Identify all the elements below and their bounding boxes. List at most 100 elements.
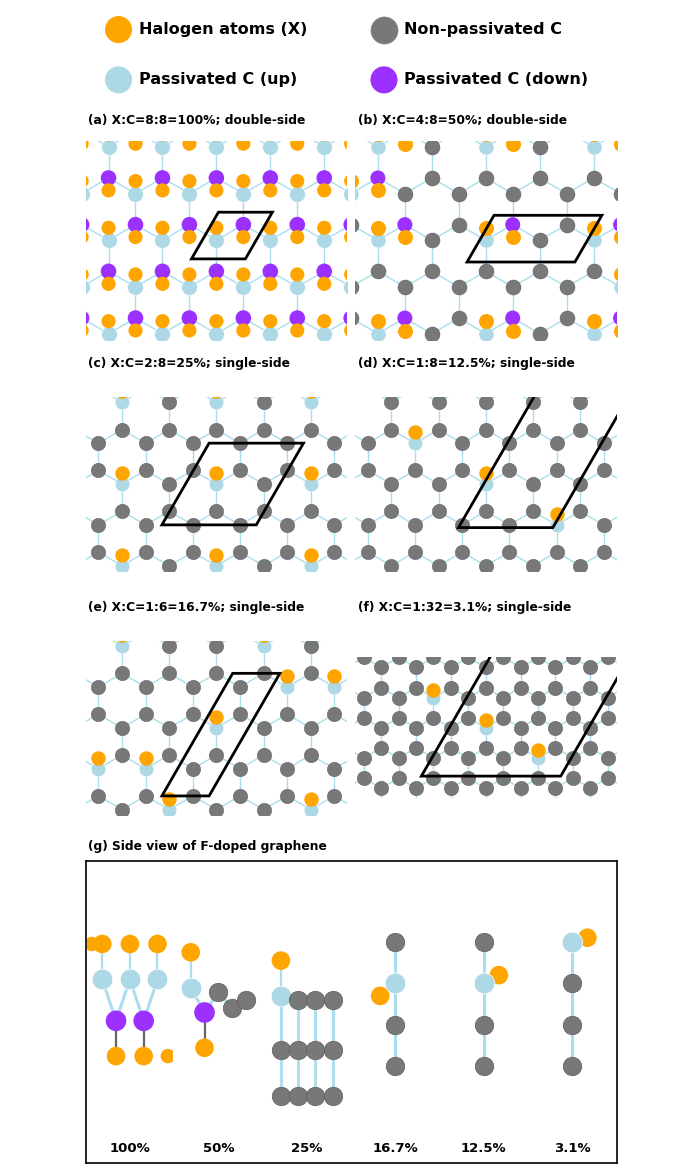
Point — [376, 779, 387, 797]
Point — [319, 219, 329, 237]
Point — [319, 125, 329, 144]
Point — [187, 623, 198, 642]
Point — [463, 689, 474, 707]
Point — [157, 324, 168, 343]
Point — [187, 596, 198, 615]
Point — [157, 355, 168, 374]
Point — [410, 379, 421, 397]
Point — [551, 505, 562, 524]
Point — [507, 185, 518, 203]
Point — [306, 382, 316, 401]
Point — [157, 125, 168, 144]
Point — [410, 678, 421, 697]
Point — [184, 277, 195, 296]
Point — [373, 368, 384, 387]
Point — [113, 20, 124, 39]
Point — [551, 516, 562, 534]
Point — [187, 352, 198, 371]
Point — [341, 658, 352, 677]
Point — [338, 502, 349, 520]
Point — [315, 352, 326, 371]
Point — [353, 746, 364, 765]
Point — [238, 215, 249, 234]
Point — [345, 172, 356, 191]
Point — [69, 583, 80, 602]
Point — [426, 168, 437, 187]
Point — [376, 542, 387, 561]
Point — [315, 597, 326, 616]
Point — [445, 678, 456, 697]
Point — [103, 125, 114, 144]
Point — [323, 708, 334, 727]
Point — [338, 475, 349, 493]
Point — [164, 789, 175, 808]
Point — [362, 461, 373, 479]
Point — [386, 393, 397, 411]
Point — [567, 769, 578, 788]
Point — [410, 779, 421, 797]
Point — [353, 801, 364, 819]
Point — [480, 739, 491, 758]
Point — [588, 324, 599, 343]
Point — [315, 379, 326, 397]
Point — [69, 746, 80, 765]
Point — [428, 680, 439, 699]
Point — [93, 516, 104, 534]
Point — [507, 309, 518, 327]
Point — [319, 181, 329, 200]
Point — [140, 787, 151, 805]
Point — [323, 628, 334, 646]
Point — [103, 312, 114, 331]
Point — [46, 461, 57, 479]
Point — [140, 434, 151, 452]
Point — [428, 769, 439, 788]
Point — [341, 678, 352, 697]
Point — [561, 309, 572, 327]
Point — [550, 798, 561, 817]
Point — [164, 664, 175, 683]
Point — [140, 705, 151, 724]
Point — [211, 801, 222, 819]
Point — [292, 309, 303, 327]
Point — [234, 461, 245, 479]
Point — [319, 355, 329, 374]
Point — [561, 215, 572, 234]
Point — [386, 556, 397, 575]
Point — [463, 708, 474, 727]
Point — [585, 719, 596, 738]
Point — [504, 516, 515, 534]
Point — [567, 628, 578, 646]
Point — [211, 664, 222, 683]
Point — [453, 122, 464, 140]
Point — [642, 230, 653, 249]
Point — [376, 596, 387, 615]
Point — [234, 434, 245, 452]
Point — [292, 215, 303, 234]
Point — [410, 434, 421, 452]
Point — [620, 770, 631, 789]
Point — [376, 597, 387, 616]
Point — [238, 371, 249, 389]
Point — [46, 666, 57, 685]
Point — [113, 70, 124, 89]
Point — [376, 787, 387, 805]
Point — [103, 324, 114, 343]
Point — [410, 618, 421, 637]
Text: 16.7%: 16.7% — [373, 1142, 418, 1155]
Point — [615, 215, 626, 234]
Point — [457, 516, 468, 534]
Point — [130, 215, 141, 234]
Point — [362, 352, 373, 371]
Point — [157, 368, 168, 387]
Point — [620, 678, 631, 697]
Point — [140, 597, 151, 616]
Point — [93, 841, 104, 859]
Point — [329, 461, 340, 479]
Point — [315, 516, 326, 534]
Point — [329, 787, 340, 805]
Point — [282, 352, 292, 371]
Point — [534, 168, 545, 187]
Point — [645, 352, 656, 371]
Point — [393, 628, 404, 646]
Point — [575, 420, 586, 438]
